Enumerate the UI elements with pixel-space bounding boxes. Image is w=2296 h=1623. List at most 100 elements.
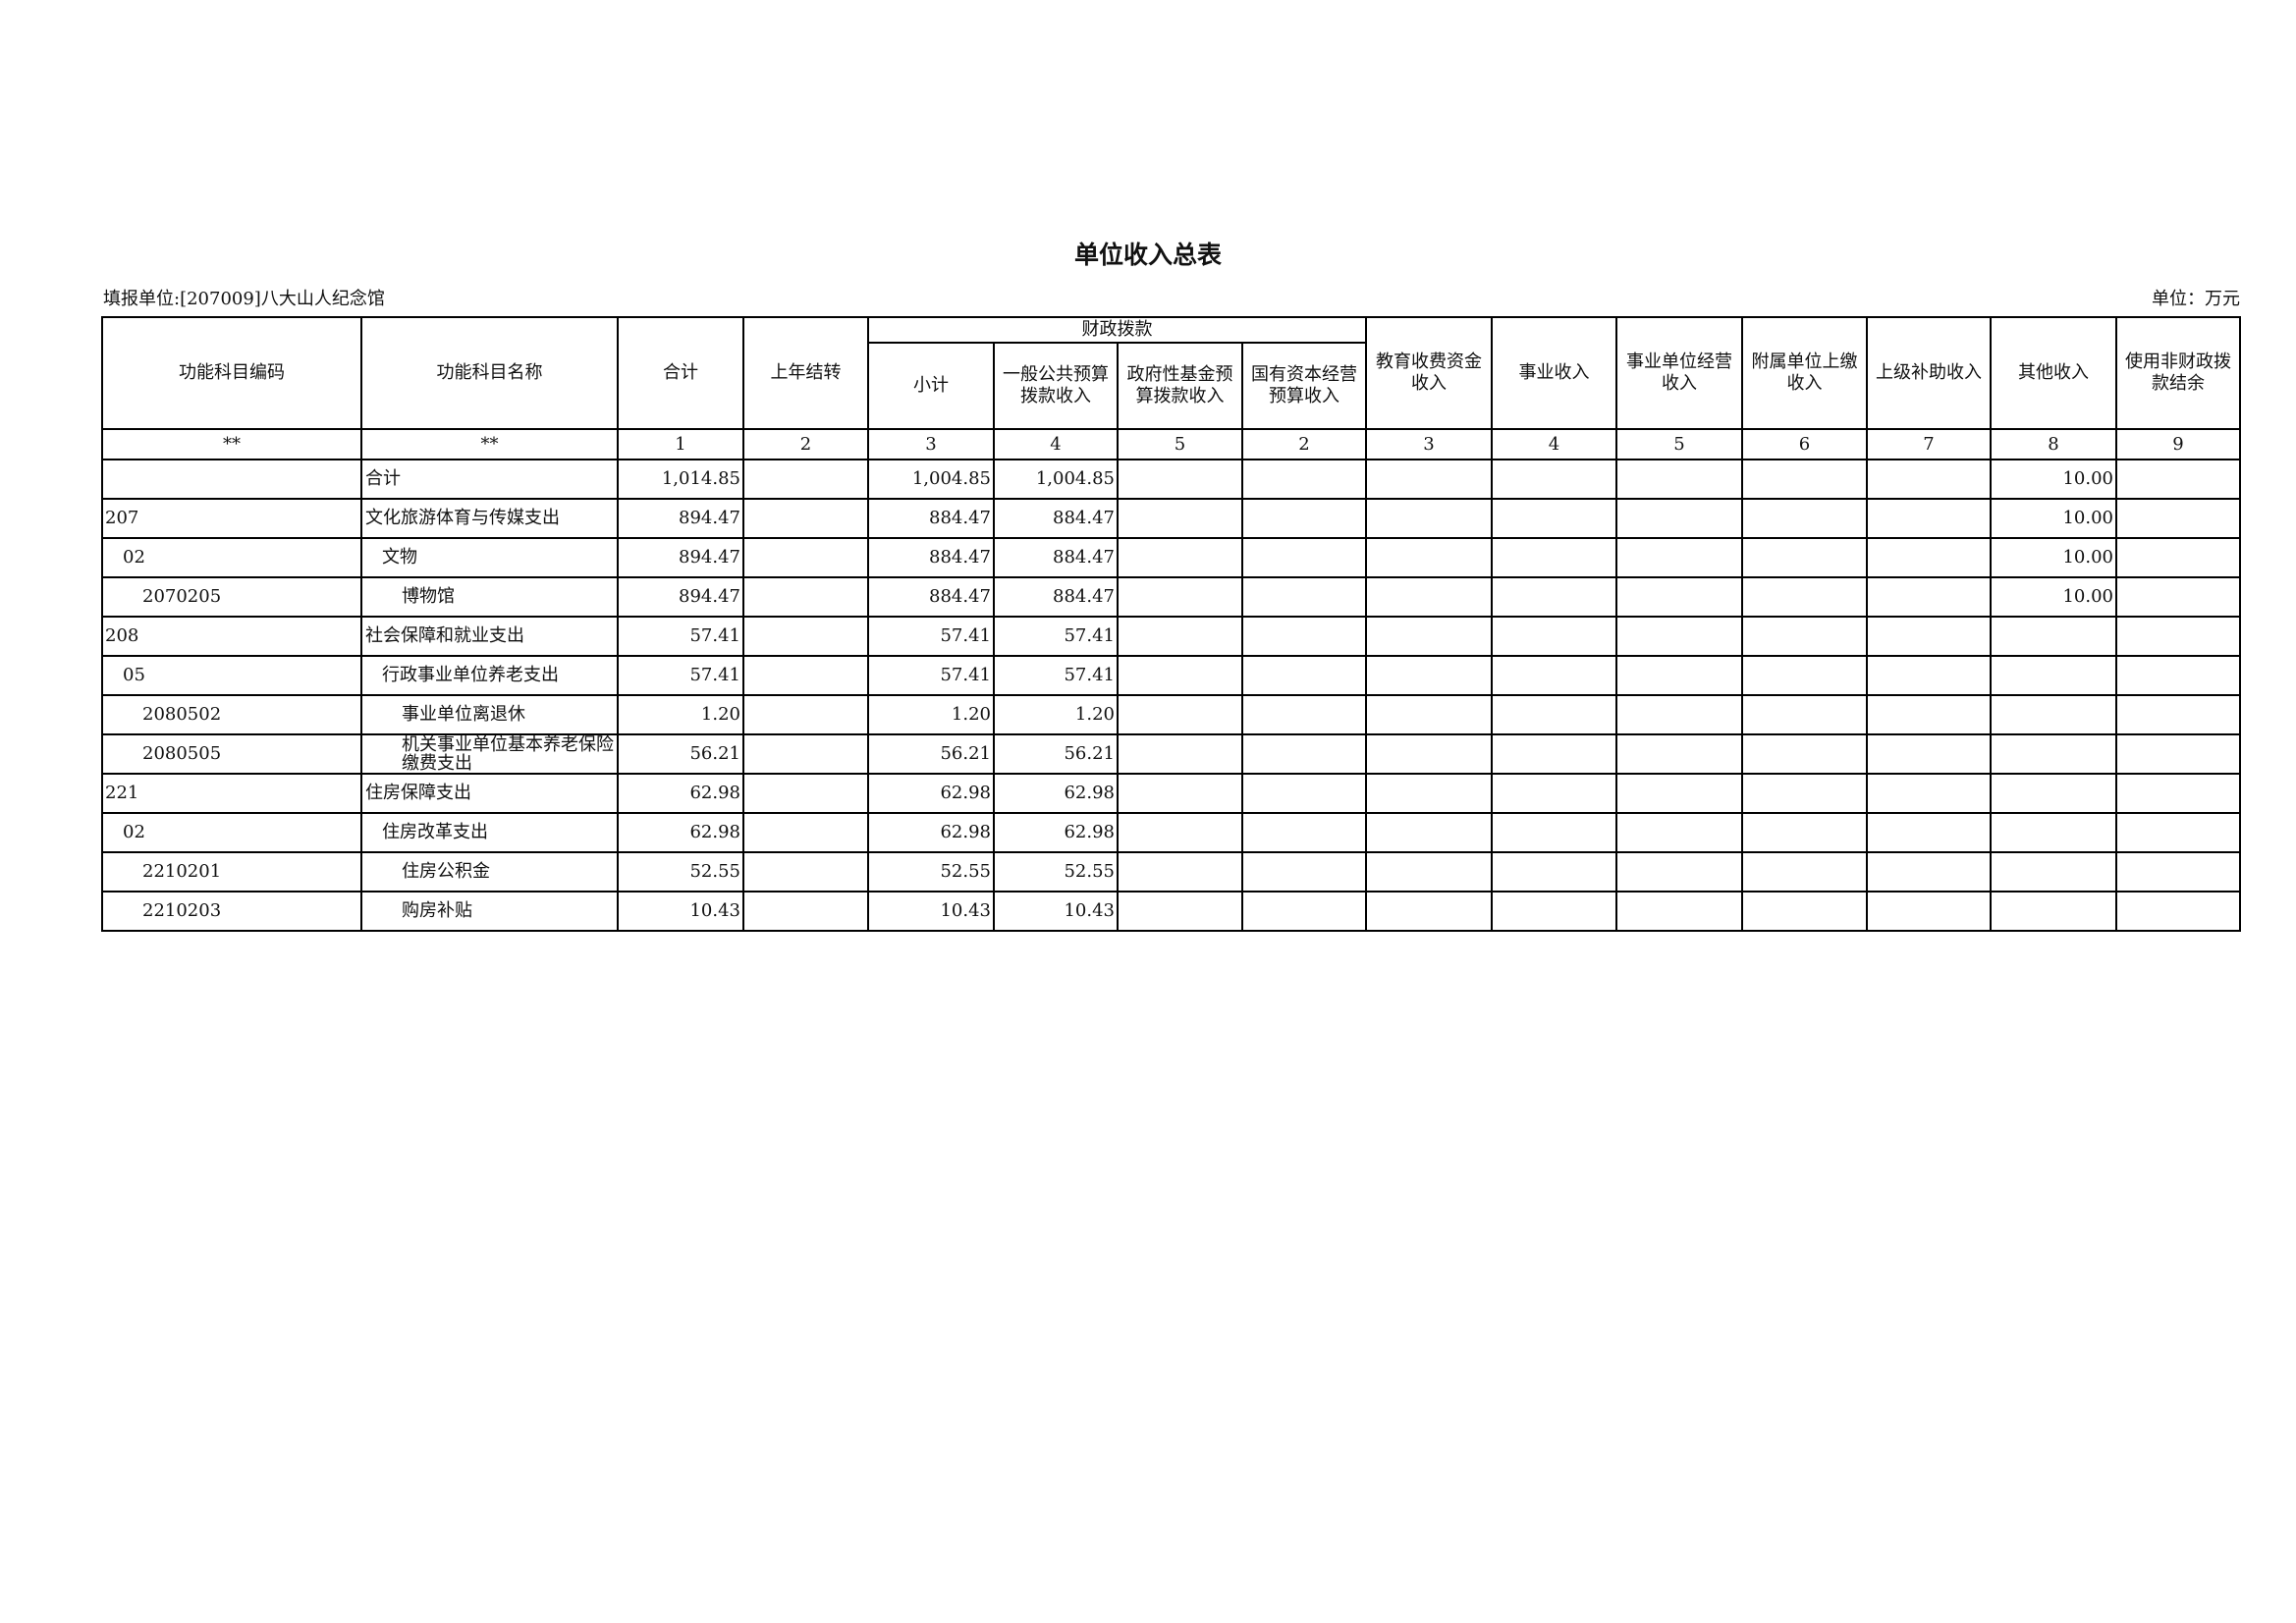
header-carryover: 上年结转 <box>742 316 869 430</box>
header-name: 功能科目名称 <box>360 316 619 430</box>
value-cell <box>1615 891 1743 932</box>
value-cell <box>1117 576 1243 618</box>
value-cell <box>742 733 869 775</box>
value-cell <box>1365 459 1493 500</box>
name-cell: 合计 <box>360 459 619 500</box>
value-cell <box>1491 733 1617 775</box>
value-cell <box>1491 694 1617 735</box>
value-cell <box>1365 576 1493 618</box>
header-non-fiscal: 使用非财政拨款结余 <box>2115 316 2241 430</box>
value-cell <box>1241 655 1367 696</box>
value-cell <box>1117 537 1243 578</box>
value-cell <box>1741 773 1868 814</box>
value-cell <box>1990 851 2117 893</box>
value-cell <box>1741 498 1868 539</box>
value-cell <box>1615 459 1743 500</box>
value-cell <box>1741 812 1868 853</box>
index-cell: 5 <box>1117 428 1243 460</box>
value-cell: 1,004.85 <box>867 459 995 500</box>
name-cell: 机关事业单位基本养老保险缴费支出 <box>360 733 619 775</box>
value-cell <box>1866 773 1992 814</box>
table-row: 2080502 事业单位离退休 1.20 1.20 1.20 <box>101 694 2241 735</box>
value-cell <box>1615 733 1743 775</box>
value-cell: 56.21 <box>617 733 744 775</box>
index-cell: 6 <box>1741 428 1868 460</box>
value-cell <box>1241 537 1367 578</box>
value-cell <box>1365 851 1493 893</box>
value-cell: 62.98 <box>867 773 995 814</box>
value-cell <box>2115 812 2241 853</box>
value-cell: 894.47 <box>617 498 744 539</box>
header-state-capital: 国有资本经营预算收入 <box>1241 342 1367 430</box>
table-row: 02 住房改革支出 62.98 62.98 62.98 <box>101 812 2241 853</box>
value-cell <box>1866 733 1992 775</box>
value-cell <box>1866 694 1992 735</box>
value-cell <box>1491 498 1617 539</box>
value-cell <box>1866 498 1992 539</box>
value-cell: 894.47 <box>617 537 744 578</box>
value-cell <box>1866 459 1992 500</box>
header-subtotal: 小计 <box>867 342 995 430</box>
value-cell <box>1615 576 1743 618</box>
value-cell <box>1615 812 1743 853</box>
index-cell: 9 <box>2115 428 2241 460</box>
value-cell <box>1491 576 1617 618</box>
table-row: 02 文物 894.47 884.47 884.47 10.00 <box>101 537 2241 578</box>
header-subrow: 小计 一般公共预算拨款收入 政府性基金预算拨款收入 国有资本经营预算收入 <box>102 342 2240 430</box>
index-cell: 8 <box>1990 428 2117 460</box>
value-cell <box>1741 851 1868 893</box>
value-cell <box>1741 891 1868 932</box>
value-cell <box>2115 851 2241 893</box>
value-cell: 884.47 <box>993 576 1119 618</box>
name-cell: 购房补贴 <box>360 891 619 932</box>
value-cell: 884.47 <box>867 576 995 618</box>
value-cell <box>1365 655 1493 696</box>
value-cell <box>1365 812 1493 853</box>
value-cell <box>1866 812 1992 853</box>
table-row: 合计 1,014.85 1,004.85 1,004.85 10.00 <box>101 459 2241 500</box>
header-fiscal-group: 财政拨款 <box>867 316 1367 344</box>
value-cell <box>1866 891 1992 932</box>
value-cell <box>742 616 869 657</box>
value-cell <box>742 851 869 893</box>
value-cell: 10.43 <box>867 891 995 932</box>
value-cell <box>2115 616 2241 657</box>
table-row: 207 文化旅游体育与传媒支出 894.47 884.47 884.47 10.00 <box>101 498 2241 539</box>
header-other: 其他收入 <box>1990 316 2117 430</box>
value-cell: 62.98 <box>993 812 1119 853</box>
value-cell <box>742 498 869 539</box>
value-cell <box>1491 616 1617 657</box>
table-row: 221 住房保障支出 62.98 62.98 62.98 <box>101 773 2241 814</box>
value-cell <box>1491 537 1617 578</box>
value-cell: 52.55 <box>867 851 995 893</box>
table-row: 2210201 住房公积金 52.55 52.55 52.55 <box>101 851 2241 893</box>
value-cell <box>1241 851 1367 893</box>
value-cell <box>1866 616 1992 657</box>
table-row: 2070205 博物馆 894.47 884.47 884.47 10.00 <box>101 576 2241 618</box>
code-cell: 208 <box>101 616 362 657</box>
value-cell <box>1615 498 1743 539</box>
value-cell <box>1117 851 1243 893</box>
value-cell <box>2115 694 2241 735</box>
code-cell: 2210201 <box>101 851 362 893</box>
header-general: 一般公共预算拨款收入 <box>993 342 1119 430</box>
value-cell <box>1990 773 2117 814</box>
value-cell <box>1491 655 1617 696</box>
value-cell: 52.55 <box>993 851 1119 893</box>
value-cell: 56.21 <box>867 733 995 775</box>
value-cell <box>1365 694 1493 735</box>
index-cell: 4 <box>993 428 1119 460</box>
header-education: 教育收费资金收入 <box>1365 316 1493 430</box>
value-cell <box>1117 616 1243 657</box>
value-cell <box>1241 576 1367 618</box>
header-gov-fund: 政府性基金预算拨款收入 <box>1117 342 1243 430</box>
value-cell <box>1117 459 1243 500</box>
value-cell <box>1365 733 1493 775</box>
value-cell: 57.41 <box>993 655 1119 696</box>
value-cell <box>1117 498 1243 539</box>
value-cell: 10.00 <box>1990 576 2117 618</box>
value-cell: 56.21 <box>993 733 1119 775</box>
value-cell <box>1741 459 1868 500</box>
value-cell <box>2115 576 2241 618</box>
page-title: 单位收入总表 <box>1073 241 1222 269</box>
